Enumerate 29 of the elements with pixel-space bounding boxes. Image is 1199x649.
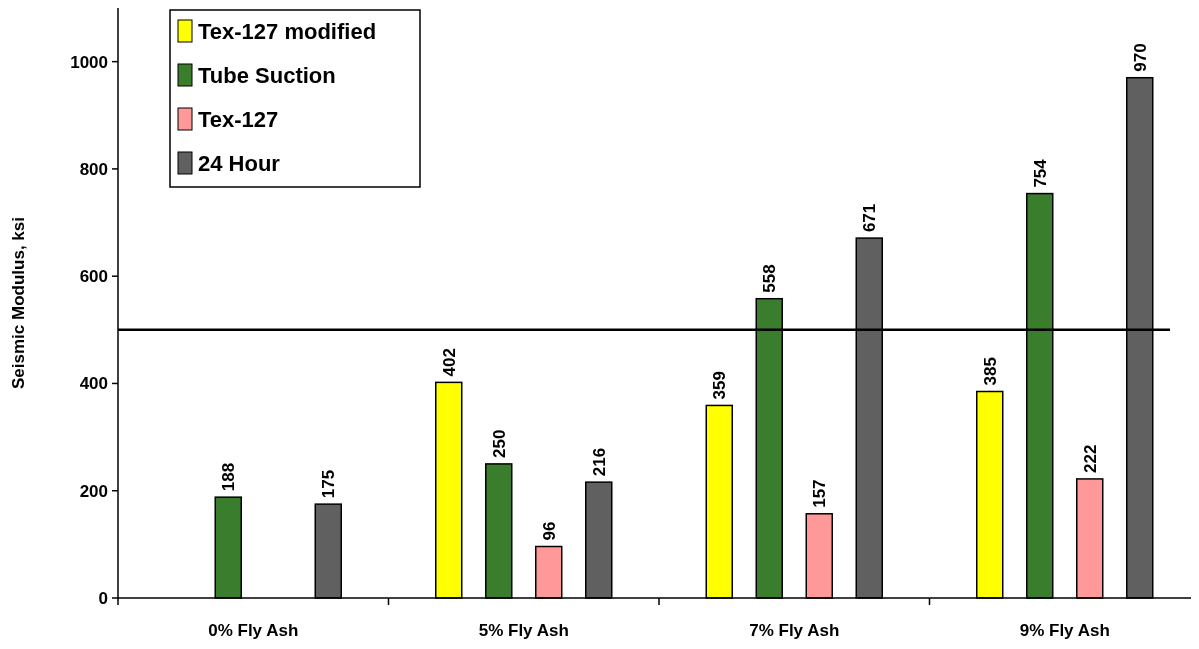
legend-label: Tex-127 xyxy=(198,106,279,132)
y-axis-title: Seismic Modulus, ksi xyxy=(9,217,28,389)
y-tick-label: 400 xyxy=(79,374,108,394)
data-label: 402 xyxy=(439,348,459,377)
x-tick-label: 0% Fly Ash xyxy=(208,621,299,640)
data-label: 359 xyxy=(710,371,730,400)
legend-label: 24 Hour xyxy=(198,150,281,176)
y-tick-label: 1000 xyxy=(70,52,108,72)
data-label: 157 xyxy=(810,479,830,508)
y-tick-label: 200 xyxy=(79,481,108,501)
data-label: 188 xyxy=(219,462,239,492)
data-label: 175 xyxy=(319,469,339,499)
y-tick-label: 0 xyxy=(98,588,108,608)
data-label: 216 xyxy=(589,447,609,477)
legend-label: Tex-127 modified xyxy=(198,18,377,44)
data-label: 96 xyxy=(539,521,559,541)
data-label: 222 xyxy=(1080,444,1100,473)
x-tick-label: 9% Fly Ash xyxy=(1019,621,1110,640)
data-label: 250 xyxy=(489,429,509,458)
data-label: 558 xyxy=(760,264,780,293)
data-label: 970 xyxy=(1130,43,1150,72)
x-tick-label: 5% Fly Ash xyxy=(478,621,569,640)
y-tick-label: 800 xyxy=(79,159,108,179)
y-tick-label: 600 xyxy=(79,267,108,287)
data-label: 671 xyxy=(860,203,880,233)
x-tick-label: 7% Fly Ash xyxy=(749,621,840,640)
data-label: 754 xyxy=(1030,158,1050,188)
legend-label: Tube Suction xyxy=(198,62,336,88)
data-label: 385 xyxy=(980,357,1000,386)
